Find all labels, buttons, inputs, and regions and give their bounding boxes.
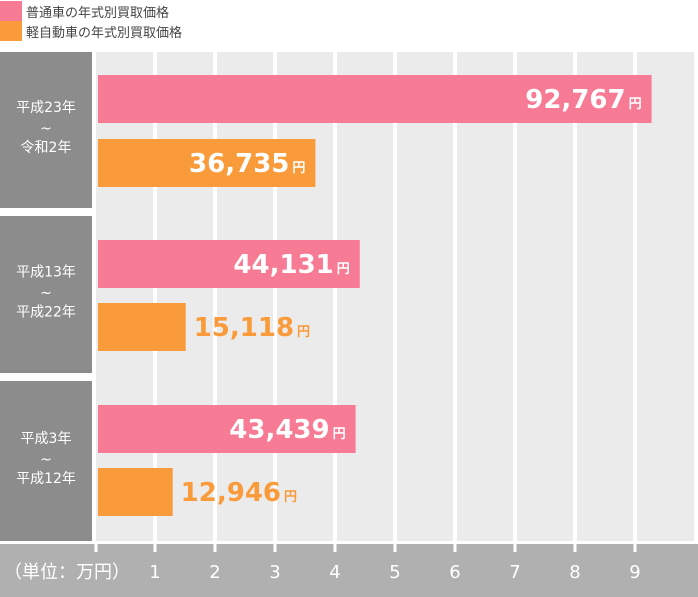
legend-swatch-regular-car: [0, 1, 22, 21]
x-tick-label: 8: [569, 562, 580, 583]
x-axis-band: [0, 544, 698, 597]
category-panel: [0, 52, 92, 208]
legend-item-regular-car: 普通車の年式別買取価格: [0, 0, 169, 22]
category-label: 平成22年: [16, 305, 76, 321]
category-range-separator: ~: [40, 452, 52, 468]
legend-label-regular-car: 普通車の年式別買取価格: [26, 5, 170, 21]
bar: [98, 303, 186, 351]
data-label: 15,118 円: [194, 313, 310, 343]
category-label: 平成3年: [21, 431, 72, 447]
category-panel: [0, 216, 92, 373]
legend-item-kei-car: 軽自動車の年式別買取価格: [0, 20, 182, 42]
chart-legend: 普通車の年式別買取価格 軽自動車の年式別買取価格: [0, 0, 698, 44]
x-tick-label: 4: [329, 562, 340, 583]
category-range-separator: ~: [40, 286, 52, 302]
x-tick-label: 5: [389, 562, 400, 583]
data-label: 43,439 円: [229, 415, 345, 445]
x-tick-label: 1: [149, 562, 160, 583]
x-tick-label: 7: [509, 562, 520, 583]
legend-label-kei-car: 軽自動車の年式別買取価格: [26, 25, 183, 41]
category-label: 平成13年: [16, 265, 76, 281]
data-label: 92,767 円: [525, 85, 641, 115]
data-label: 44,131 円: [233, 250, 349, 280]
bar: [98, 405, 356, 453]
x-tick-label: 3: [269, 562, 280, 583]
bar: [98, 240, 360, 288]
x-tick-label: 2: [209, 562, 220, 583]
category-label: 平成23年: [16, 100, 76, 116]
x-tick-label: 9: [629, 562, 640, 583]
category-label: 平成12年: [16, 471, 76, 487]
category-panel: [0, 381, 92, 541]
data-label: 36,735 円: [189, 149, 305, 179]
bar: [98, 139, 316, 187]
x-tick-label: 6: [449, 562, 460, 583]
bar: [98, 468, 173, 516]
axis-unit-label: （単位：万円）: [4, 562, 130, 583]
bar: [98, 75, 652, 123]
data-label: 12,946 円: [181, 478, 297, 508]
category-range-separator: ~: [40, 121, 52, 137]
category-label: 令和2年: [21, 140, 72, 156]
legend-swatch-kei-car: [0, 21, 22, 41]
